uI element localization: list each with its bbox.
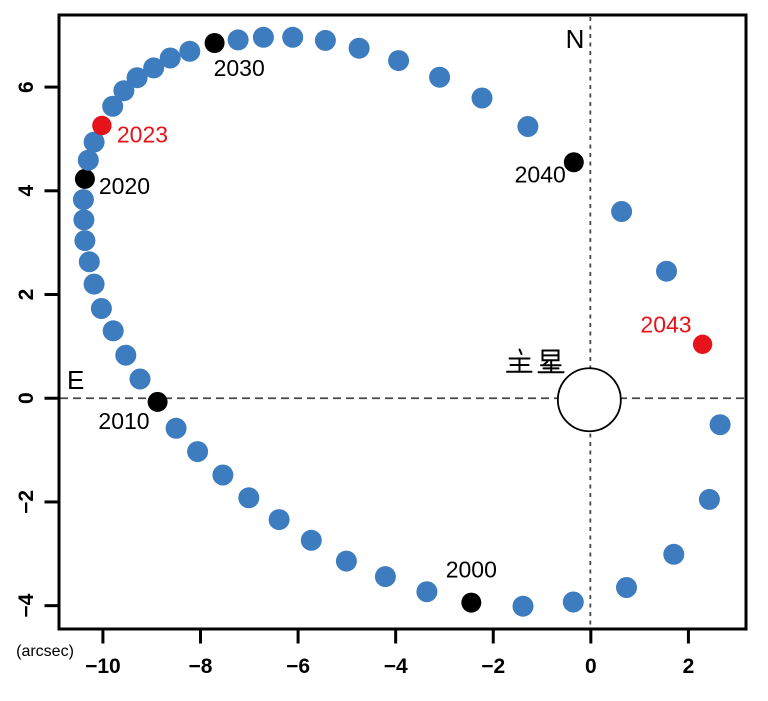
primary-star-label bbox=[506, 348, 565, 374]
y-axis-tick-label: 2 bbox=[15, 289, 38, 301]
orbit-point-2042 bbox=[656, 260, 677, 282]
orbit-point-2008 bbox=[187, 441, 209, 463]
east-label: E bbox=[67, 365, 84, 395]
orbit-point-2007 bbox=[212, 464, 234, 486]
orbit-point-2049 bbox=[512, 595, 534, 617]
orbit-point-2022 bbox=[83, 131, 105, 153]
orbit-point-2010 bbox=[147, 391, 168, 412]
primary-star-label-stroke bbox=[518, 348, 523, 355]
orbit-point-2037 bbox=[429, 66, 451, 88]
orbit-point-2016 bbox=[78, 251, 100, 273]
x-axis-tick-label: −6 bbox=[286, 655, 310, 678]
orbit-point-2044 bbox=[709, 414, 731, 436]
year-label-2010: 2010 bbox=[98, 408, 149, 434]
orbit-point-2040 bbox=[563, 152, 584, 173]
orbit-point-2031 bbox=[227, 29, 249, 51]
orbit-point-2033 bbox=[282, 26, 304, 48]
plot-border bbox=[57, 13, 748, 631]
orbit-point-2047 bbox=[616, 577, 637, 598]
year-label-2043: 2043 bbox=[640, 311, 691, 337]
orbit-point-2032 bbox=[252, 26, 274, 48]
primary-star-label-stroke bbox=[541, 349, 560, 362]
orbit-point-2024 bbox=[102, 95, 124, 117]
year-label-2030: 2030 bbox=[214, 55, 265, 81]
orbit-point-2019 bbox=[72, 189, 94, 211]
primary-star-circle bbox=[556, 367, 622, 433]
y-axis-tick-label: 0 bbox=[15, 392, 38, 404]
orbit-point-2015 bbox=[83, 273, 105, 295]
axis-unit-label: (arcsec) bbox=[16, 643, 74, 660]
orbit-point-2048 bbox=[562, 591, 584, 613]
orbit-point-2013 bbox=[102, 320, 124, 342]
orbit-point-2025 bbox=[113, 80, 135, 102]
orbit-point-2003 bbox=[335, 550, 357, 572]
orbit-point-2035 bbox=[348, 37, 370, 59]
orbit-point-2005 bbox=[268, 509, 290, 531]
y-axis-tick-label: −4 bbox=[15, 593, 38, 617]
orbit-point-2046 bbox=[663, 543, 685, 565]
orbit-point-2043 bbox=[692, 334, 713, 354]
orbit-point-2041 bbox=[611, 201, 633, 222]
orbit-point-2017 bbox=[74, 230, 96, 252]
year-label-2000: 2000 bbox=[446, 557, 497, 583]
orbit-point-2027 bbox=[143, 57, 165, 79]
orbit-point-2023 bbox=[92, 115, 112, 136]
orbit-point-2028 bbox=[159, 47, 181, 69]
x-axis-tick-label: 2 bbox=[683, 655, 695, 678]
orbit-point-2012 bbox=[115, 344, 137, 366]
x-axis-tick-label: −8 bbox=[189, 655, 213, 678]
orbit-point-2006 bbox=[238, 487, 260, 509]
y-axis-tick-label: 4 bbox=[15, 185, 38, 197]
orbit-point-2009 bbox=[165, 417, 187, 439]
orbit-point-2038 bbox=[471, 87, 493, 109]
north-label: N bbox=[566, 24, 585, 54]
orbit-point-2036 bbox=[388, 50, 410, 72]
orbit-point-2020 bbox=[74, 168, 95, 189]
orbit-point-2014 bbox=[90, 298, 112, 319]
orbit-point-2039 bbox=[517, 116, 539, 137]
orbit-point-2004 bbox=[300, 529, 322, 551]
orbit-point-2034 bbox=[314, 29, 336, 51]
orbit-point-2030 bbox=[204, 33, 225, 53]
y-axis-tick-label: −2 bbox=[15, 490, 38, 514]
year-label-2020: 2020 bbox=[99, 173, 150, 199]
orbit-point-2002 bbox=[374, 566, 396, 588]
orbit-point-2021 bbox=[77, 149, 99, 171]
x-axis-tick-label: −2 bbox=[481, 655, 505, 678]
x-axis-tick-label: 0 bbox=[585, 655, 597, 678]
year-label-2040: 2040 bbox=[515, 161, 566, 187]
orbit-point-2026 bbox=[126, 67, 148, 89]
orbit-point-2029 bbox=[179, 40, 201, 62]
orbit-point-2018 bbox=[73, 209, 95, 231]
x-axis-tick-label: −10 bbox=[85, 655, 121, 678]
y-axis-tick-label: 6 bbox=[15, 81, 38, 93]
orbit-point-2001 bbox=[416, 581, 438, 603]
orbit-point-2045 bbox=[698, 488, 720, 510]
x-axis-tick-label: −4 bbox=[384, 655, 408, 678]
orbit-point-2000 bbox=[461, 592, 482, 613]
orbit-point-2011 bbox=[129, 368, 151, 390]
year-label-2023: 2023 bbox=[117, 122, 168, 148]
